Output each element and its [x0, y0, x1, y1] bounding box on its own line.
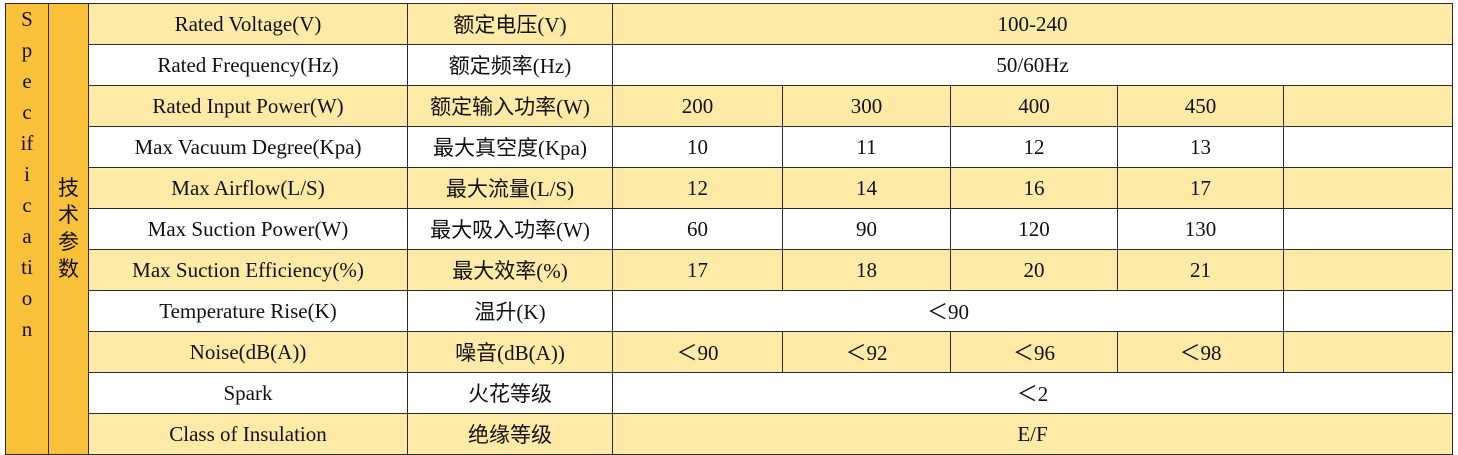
- side-label-en: Specification: [20, 7, 34, 341]
- label-zh: 额定输入功率(W): [407, 85, 613, 127]
- table-row: Spark 火花等级 ＜2: [6, 372, 1454, 414]
- value-cell: 21: [1117, 249, 1284, 291]
- value-cell: 90: [782, 208, 951, 250]
- label-en: Noise(dB(A)): [88, 331, 408, 373]
- label-zh: 噪音(dB(A)): [407, 331, 613, 373]
- value-cell: 60: [612, 208, 783, 250]
- label-en: Rated Frequency(Hz): [88, 44, 408, 86]
- table-row: Temperature Rise(K) 温升(K) ＜90: [6, 290, 1454, 332]
- value-cell: 200: [612, 85, 783, 127]
- empty-cell: [1282, 208, 1454, 250]
- value-cell: 120: [950, 208, 1118, 250]
- label-zh: 最大效率(%): [407, 249, 613, 291]
- label-zh: 最大真空度(Kpa): [407, 126, 613, 168]
- table-row: Specification 技术参数 Rated Voltage(V) 额定电压(V)…: [5, 3, 1454, 455]
- table-row: Rated Input Power(W) 额定输入功率(W) 200 300 400 45…: [6, 85, 1454, 127]
- empty-cell: [1282, 290, 1454, 332]
- empty-cell: [1282, 126, 1454, 168]
- table-row: Max Airflow(L/S) 最大流量(L/S) 12 14 16 17: [6, 167, 1454, 209]
- label-en: Temperature Rise(K): [88, 290, 408, 332]
- side-cell: 技术参数: [48, 3, 89, 455]
- label-en: Rated Voltage(V): [88, 3, 408, 45]
- table-row: Noise(dB(A)) 噪音(dB(A)) ＜90 ＜92 ＜96 ＜98: [6, 331, 1454, 373]
- table-row: Max Suction Power(W) 最大吸入功率(W) 60 90 120 130: [6, 208, 1454, 250]
- spec-table: Specification 技术参数 Rated Voltage(V) 额定电压(V)…: [5, 3, 1454, 455]
- label-en: Spark: [88, 372, 408, 414]
- value-cell: 12: [950, 126, 1118, 168]
- value-cell: 300: [782, 85, 951, 127]
- side-cell: Specification: [5, 3, 49, 455]
- label-zh: 额定电压(V): [407, 3, 613, 45]
- value-cell: 16: [950, 167, 1118, 209]
- value-cell: ＜98: [1117, 331, 1284, 373]
- empty-cell: [1282, 167, 1454, 209]
- value-cell: 11: [782, 126, 951, 168]
- value-cell: 17: [1117, 167, 1284, 209]
- label-en: Max Vacuum Degree(Kpa): [88, 126, 408, 168]
- label-en: Max Suction Efficiency(%): [88, 249, 408, 291]
- value-cell: ＜2: [611, 372, 1454, 414]
- label-en: Class of Insulation: [88, 413, 408, 455]
- table-body: Specification 技术参数 Rated Voltage(V) 额定电压(V)…: [5, 3, 1454, 455]
- value-cell: 13: [1117, 126, 1284, 168]
- value-cell: 400: [950, 85, 1118, 127]
- value-cell: 450: [1117, 85, 1284, 127]
- label-zh: 最大吸入功率(W): [407, 208, 613, 250]
- value-cell: ＜90: [612, 290, 1284, 332]
- value-cell: 20: [950, 249, 1118, 291]
- label-en: Max Airflow(L/S): [88, 167, 408, 209]
- value-cell: 100-240: [611, 3, 1454, 45]
- label-zh: 额定频率(Hz): [407, 44, 613, 86]
- label-zh: 绝缘等级: [407, 413, 613, 455]
- value-cell: 130: [1117, 208, 1284, 250]
- table-row: Max Suction Efficiency(%) 最大效率(%) 17 18 20 21: [6, 249, 1454, 291]
- table-row: Rated Frequency(Hz) 额定频率(Hz) 50/60Hz: [6, 44, 1454, 86]
- value-cell: ＜92: [782, 331, 951, 373]
- label-zh: 温升(K): [407, 290, 613, 332]
- value-cell: 18: [782, 249, 951, 291]
- value-cell: 17: [612, 249, 783, 291]
- empty-cell: [1282, 331, 1454, 373]
- side-label-zh: 技术参数: [58, 176, 79, 281]
- empty-cell: [1282, 85, 1454, 127]
- label-en: Rated Input Power(W): [88, 85, 408, 127]
- value-cell: 10: [612, 126, 783, 168]
- label-zh: 最大流量(L/S): [407, 167, 613, 209]
- label-en: Max Suction Power(W): [88, 208, 408, 250]
- value-cell: 14: [782, 167, 951, 209]
- value-cell: E/F: [611, 413, 1454, 455]
- empty-cell: [1282, 249, 1454, 291]
- value-cell: ＜90: [612, 331, 783, 373]
- value-cell: ＜96: [950, 331, 1118, 373]
- value-cell: 12: [612, 167, 783, 209]
- table-row: Class of Insulation 绝缘等级 E/F: [6, 413, 1454, 455]
- table-row: Max Vacuum Degree(Kpa) 最大真空度(Kpa) 10 11 12 13: [6, 126, 1454, 168]
- label-zh: 火花等级: [407, 372, 613, 414]
- value-cell: 50/60Hz: [611, 44, 1454, 86]
